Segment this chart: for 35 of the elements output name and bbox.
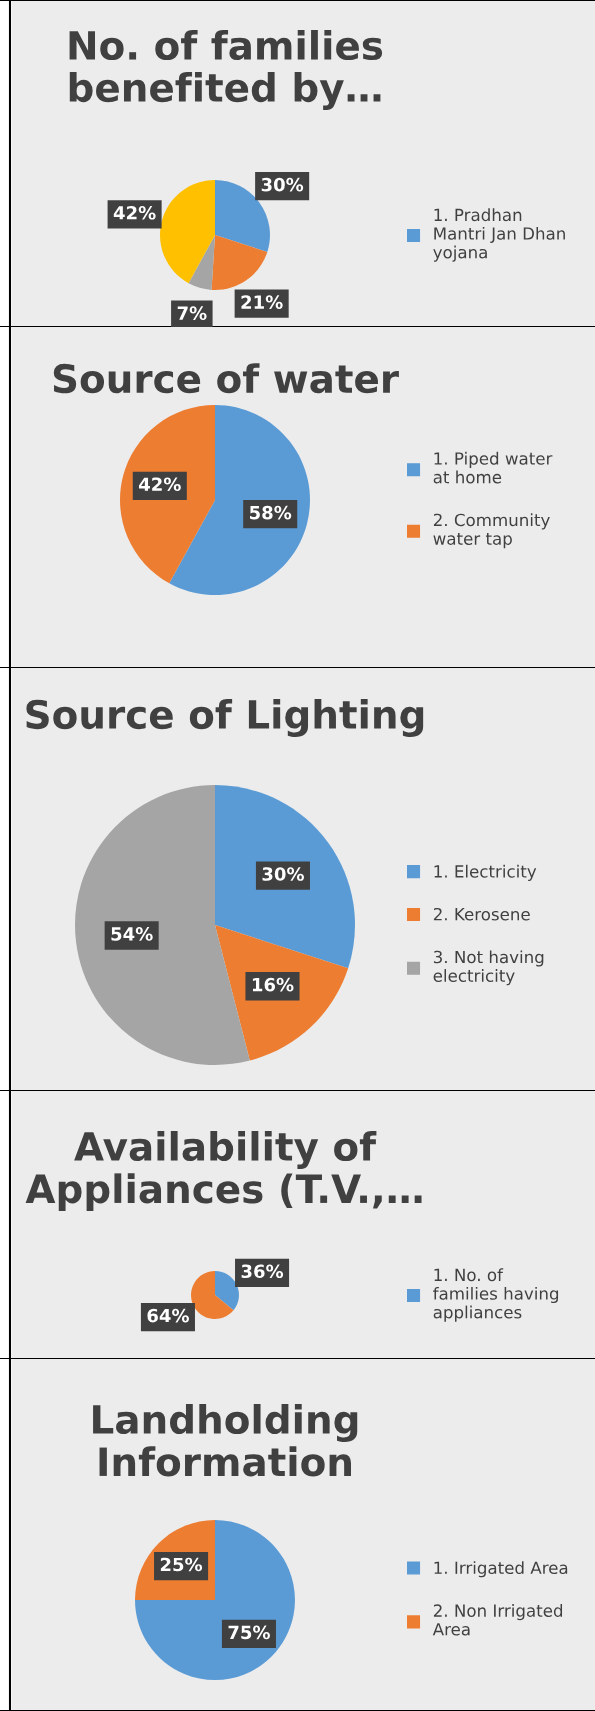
chart-title: No. of families benefited by… xyxy=(69,29,383,111)
legend-label: 1. Electricity xyxy=(434,864,537,881)
legend-label: 3. Not having electricity xyxy=(433,950,544,986)
chart-title: Source of Lighting xyxy=(26,699,424,737)
pie-slice xyxy=(215,1271,239,1311)
pie-slice xyxy=(211,235,268,290)
data-label: 21% xyxy=(241,295,283,309)
chart-title: Source of water xyxy=(53,363,399,394)
pie-slice xyxy=(215,785,355,969)
data-label: 75% xyxy=(228,1625,270,1640)
data-label: 7% xyxy=(177,306,207,320)
pie-slice xyxy=(75,785,250,1065)
data-label: 25% xyxy=(160,1557,203,1572)
legend-label: 1. Irrigated Area xyxy=(434,1561,568,1578)
legend-label: 1. Piped water at home xyxy=(433,451,553,484)
data-label: 42% xyxy=(113,205,156,220)
data-label: 30% xyxy=(261,177,304,192)
data-label: 42% xyxy=(138,477,181,492)
chart-title: Availability of Appliances (T.V.,… xyxy=(25,1130,422,1212)
chart-title: Landholding Information xyxy=(93,1403,358,1477)
data-label: 36% xyxy=(241,1264,284,1279)
pie-slice xyxy=(191,1271,234,1319)
data-label: 54% xyxy=(111,927,153,941)
legend-label: 1. Pradhan Mantri Jan Dhan yojana xyxy=(433,208,565,262)
legend-label: 2. Community water tap xyxy=(433,513,550,549)
legend-label: 1. No. of families having appliances xyxy=(433,1268,559,1322)
pie-slice xyxy=(160,180,215,284)
pie-slice xyxy=(135,1520,295,1680)
data-label: 58% xyxy=(249,505,292,520)
data-label: 64% xyxy=(147,1308,189,1323)
data-label: 30% xyxy=(262,867,304,881)
legend-label: 2. Non Irrigated Area xyxy=(432,1604,563,1636)
legend-label: 2. Kerosene xyxy=(433,907,530,921)
data-label: 16% xyxy=(252,977,294,992)
pie-slice xyxy=(188,235,215,290)
